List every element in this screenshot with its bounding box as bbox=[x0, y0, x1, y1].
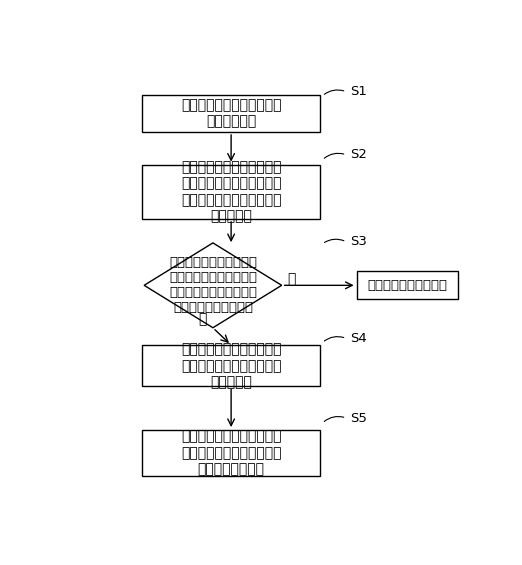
FancyBboxPatch shape bbox=[142, 164, 320, 219]
Text: 该锡节点单元结束检测: 该锡节点单元结束检测 bbox=[367, 279, 447, 292]
Text: 是: 是 bbox=[198, 312, 207, 326]
Text: 引标节点单元用不同的周期
发送两个脉冲: 引标节点单元用不同的周期 发送两个脉冲 bbox=[181, 98, 281, 129]
Text: 至少三个锡节点单元共同搜
索目标节点单元发送的脉冲
、至少三个锡节点单元的搜
索周期不同: 至少三个锡节点单元共同搜 索目标节点单元发送的脉冲 、至少三个锡节点单元的搜 索… bbox=[181, 160, 281, 223]
Text: 每个锡节点单元捕获脉冲
两次、判断是否每次都在
相同的时刻捕获到目标节
点单元发送过来的脉冲: 每个锡节点单元捕获脉冲 两次、判断是否每次都在 相同的时刻捕获到目标节 点单元发… bbox=[169, 257, 257, 314]
FancyBboxPatch shape bbox=[142, 345, 320, 386]
Text: 引标节点单元计算出引标节
点单元与捕获到脉冲的锡节
点单元之间的距离: 引标节点单元计算出引标节 点单元与捕获到脉冲的锡节 点单元之间的距离 bbox=[181, 429, 281, 476]
Polygon shape bbox=[144, 243, 282, 328]
Text: S4: S4 bbox=[350, 332, 367, 345]
Text: S2: S2 bbox=[350, 148, 367, 162]
FancyBboxPatch shape bbox=[142, 430, 320, 476]
Text: S5: S5 bbox=[350, 411, 367, 424]
FancyBboxPatch shape bbox=[357, 271, 458, 299]
Text: 否: 否 bbox=[288, 272, 296, 286]
Text: S3: S3 bbox=[350, 235, 367, 249]
Text: 成功捕获到脉冲的锡节点单
元将检测到的脉冲回传至目
标节点单元: 成功捕获到脉冲的锡节点单 元将检测到的脉冲回传至目 标节点单元 bbox=[181, 342, 281, 389]
Text: S1: S1 bbox=[350, 85, 367, 98]
FancyBboxPatch shape bbox=[142, 95, 320, 132]
